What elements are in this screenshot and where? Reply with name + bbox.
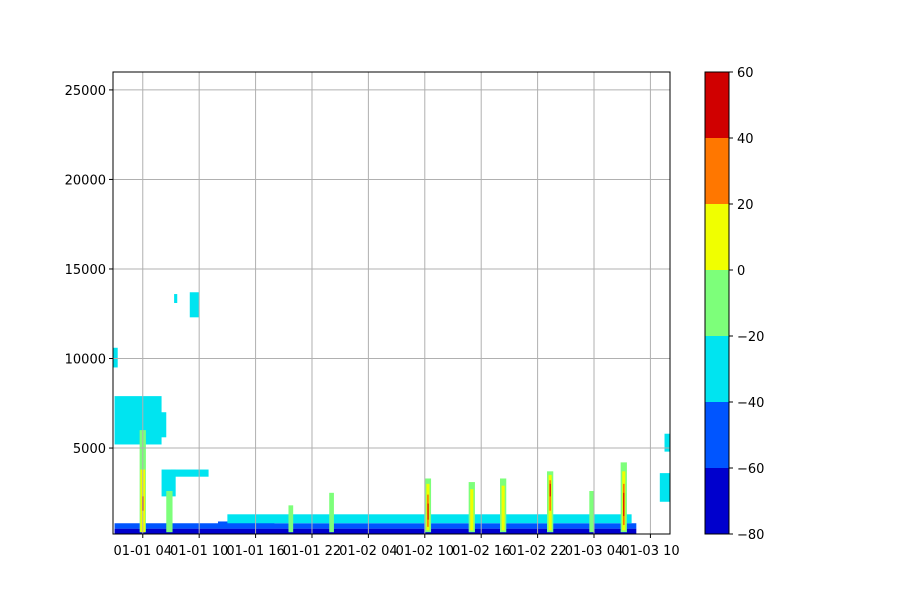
heatmap-region: [427, 503, 429, 520]
colorbar-swatch: [705, 468, 729, 534]
heatmap-region: [501, 485, 505, 531]
heatmap-region: [142, 412, 167, 438]
x-tick-label: 01-02 04: [339, 544, 397, 559]
plot-frame: [112, 71, 671, 535]
heatmap-region: [161, 469, 176, 497]
heatmap-region: [113, 347, 118, 368]
heatmap-region: [189, 292, 200, 318]
heatmap-region: [549, 483, 551, 497]
heatmap-region: [174, 294, 178, 303]
heatmap-region: [217, 521, 275, 529]
heatmap-region: [659, 473, 670, 502]
colorbar-tick-label: 60: [737, 66, 754, 81]
heatmap-region: [170, 469, 209, 477]
colorbar-swatch: [705, 402, 729, 468]
y-tick-label: 5000: [73, 442, 106, 457]
x-tick-label: 01-03 10: [621, 544, 679, 559]
heatmap-region: [114, 523, 637, 529]
colorbar-tick-label: −40: [737, 396, 764, 411]
heatmap-region: [664, 433, 670, 452]
heatmap-region: [589, 491, 595, 533]
y-tick-label: 10000: [65, 353, 106, 368]
colorbar-tick-label: 40: [737, 132, 754, 147]
x-tick-label: 01-01 16: [226, 544, 284, 559]
heatmap-region: [470, 489, 474, 531]
colorbar-tick-label: 20: [737, 198, 754, 213]
heatmap-region: [623, 492, 625, 517]
heatmap-region: [114, 528, 637, 534]
heatmap-regions: [113, 292, 670, 534]
x-tick-label: 01-03 04: [565, 544, 623, 559]
y-tick-label: 15000: [65, 263, 106, 278]
x-tick-label: 01-02 22: [508, 544, 566, 559]
colorbar-swatch: [705, 72, 729, 138]
colorbar-swatch: [705, 138, 729, 204]
y-tick-label: 20000: [65, 173, 106, 188]
colorbar-swatch: [705, 270, 729, 336]
x-tick-label: 01-01 10: [170, 544, 228, 559]
y-tick-label: 25000: [65, 84, 106, 99]
y-axis: 5000 10000 15000 20000 25000: [65, 84, 113, 457]
heatmap-region: [166, 491, 173, 533]
x-tick-label: 01-02 16: [452, 544, 510, 559]
x-tick-label: 01-01 04: [114, 544, 172, 559]
grid-lines: [113, 72, 670, 534]
colorbar-tick-label: −80: [737, 528, 764, 543]
x-tick-label: 01-01 22: [283, 544, 341, 559]
colorbar: −80 −60 −40 −20 0 20 40 60: [704, 66, 764, 543]
colorbar-tick-label: −20: [737, 330, 764, 345]
heatmap-region: [329, 492, 334, 533]
colorbar-swatch: [705, 336, 729, 402]
colorbar-swatch: [705, 204, 729, 270]
colorbar-tick-label: −60: [737, 462, 764, 477]
x-tick-label: 01-02 10: [396, 544, 454, 559]
colorbar-tick-label: 0: [737, 264, 745, 279]
heatmap-region: [288, 505, 294, 533]
colorbar-frame: [704, 71, 730, 535]
